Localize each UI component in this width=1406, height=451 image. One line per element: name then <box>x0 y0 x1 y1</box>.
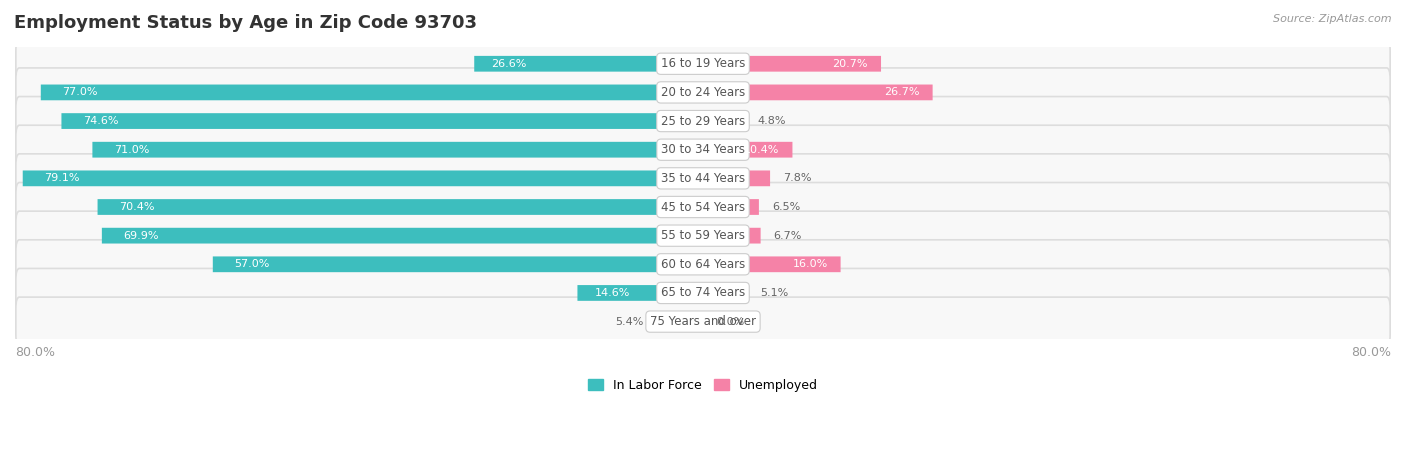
FancyBboxPatch shape <box>62 113 703 129</box>
FancyBboxPatch shape <box>703 142 793 157</box>
Text: 4.8%: 4.8% <box>758 116 786 126</box>
FancyBboxPatch shape <box>703 257 841 272</box>
Text: 14.6%: 14.6% <box>595 288 630 298</box>
FancyBboxPatch shape <box>97 199 703 215</box>
FancyBboxPatch shape <box>41 84 703 100</box>
FancyBboxPatch shape <box>703 228 761 244</box>
Text: 0.0%: 0.0% <box>716 317 744 327</box>
FancyBboxPatch shape <box>15 39 1391 88</box>
FancyBboxPatch shape <box>15 125 1391 174</box>
FancyBboxPatch shape <box>657 314 703 330</box>
Text: 10.4%: 10.4% <box>744 145 779 155</box>
Text: 6.5%: 6.5% <box>772 202 800 212</box>
Text: 45 to 54 Years: 45 to 54 Years <box>661 201 745 213</box>
Text: 6.7%: 6.7% <box>773 230 801 241</box>
Text: Employment Status by Age in Zip Code 93703: Employment Status by Age in Zip Code 937… <box>14 14 477 32</box>
Text: 20.7%: 20.7% <box>832 59 868 69</box>
Text: 71.0%: 71.0% <box>114 145 149 155</box>
FancyBboxPatch shape <box>15 240 1391 289</box>
Text: 26.6%: 26.6% <box>492 59 527 69</box>
Text: 75 Years and over: 75 Years and over <box>650 315 756 328</box>
FancyBboxPatch shape <box>15 268 1391 318</box>
Text: 80.0%: 80.0% <box>1351 346 1391 359</box>
Text: 69.9%: 69.9% <box>124 230 159 241</box>
Text: 79.1%: 79.1% <box>44 173 80 184</box>
FancyBboxPatch shape <box>703 170 770 186</box>
Text: 7.8%: 7.8% <box>783 173 811 184</box>
Text: Source: ZipAtlas.com: Source: ZipAtlas.com <box>1274 14 1392 23</box>
FancyBboxPatch shape <box>703 56 882 72</box>
FancyBboxPatch shape <box>15 211 1391 260</box>
Text: 26.7%: 26.7% <box>884 87 920 97</box>
FancyBboxPatch shape <box>15 154 1391 203</box>
Text: 60 to 64 Years: 60 to 64 Years <box>661 258 745 271</box>
Text: 74.6%: 74.6% <box>83 116 118 126</box>
FancyBboxPatch shape <box>703 113 744 129</box>
FancyBboxPatch shape <box>578 285 703 301</box>
Text: 65 to 74 Years: 65 to 74 Years <box>661 286 745 299</box>
Text: 55 to 59 Years: 55 to 59 Years <box>661 229 745 242</box>
Legend: In Labor Force, Unemployed: In Labor Force, Unemployed <box>583 374 823 397</box>
FancyBboxPatch shape <box>703 199 759 215</box>
FancyBboxPatch shape <box>474 56 703 72</box>
FancyBboxPatch shape <box>703 285 747 301</box>
FancyBboxPatch shape <box>15 68 1391 117</box>
FancyBboxPatch shape <box>15 297 1391 346</box>
FancyBboxPatch shape <box>703 84 932 100</box>
Text: 16.0%: 16.0% <box>793 259 828 269</box>
FancyBboxPatch shape <box>212 257 703 272</box>
Text: 16 to 19 Years: 16 to 19 Years <box>661 57 745 70</box>
Text: 35 to 44 Years: 35 to 44 Years <box>661 172 745 185</box>
FancyBboxPatch shape <box>22 170 703 186</box>
FancyBboxPatch shape <box>101 228 703 244</box>
Text: 70.4%: 70.4% <box>120 202 155 212</box>
Text: 20 to 24 Years: 20 to 24 Years <box>661 86 745 99</box>
FancyBboxPatch shape <box>15 97 1391 146</box>
Text: 80.0%: 80.0% <box>15 346 55 359</box>
Text: 77.0%: 77.0% <box>62 87 98 97</box>
Text: 57.0%: 57.0% <box>235 259 270 269</box>
Text: 5.4%: 5.4% <box>616 317 644 327</box>
FancyBboxPatch shape <box>93 142 703 157</box>
Text: 30 to 34 Years: 30 to 34 Years <box>661 143 745 156</box>
FancyBboxPatch shape <box>15 183 1391 231</box>
Text: 5.1%: 5.1% <box>759 288 787 298</box>
Text: 25 to 29 Years: 25 to 29 Years <box>661 115 745 128</box>
